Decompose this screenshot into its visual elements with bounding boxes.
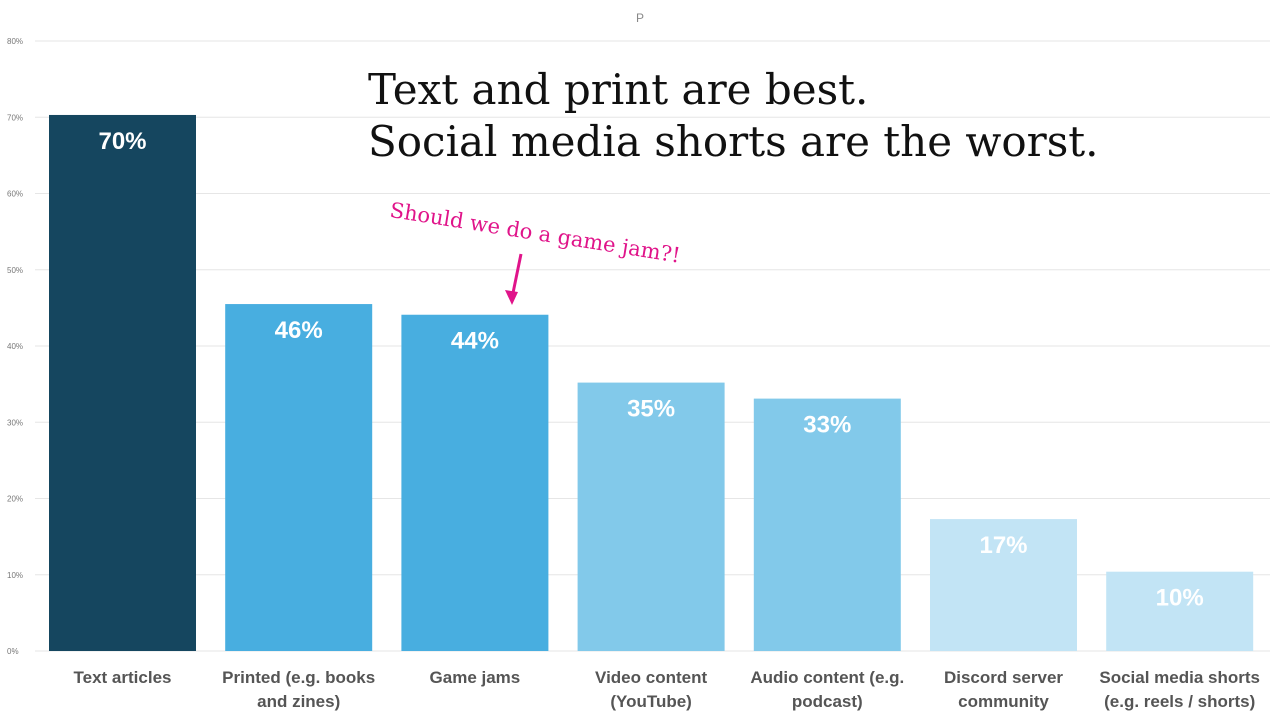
data-label: 44% — [451, 328, 499, 355]
data-label: 33% — [803, 412, 851, 439]
x-tick-label: podcast) — [792, 692, 863, 711]
bar — [225, 304, 373, 651]
headline-line-2: Social media shorts are the worst. — [368, 117, 1099, 166]
x-axis-labels: Text articles Printed (e.g. books and zine… — [74, 668, 1260, 711]
x-tick-label: and zines) — [257, 692, 340, 711]
bars — [49, 114, 1254, 651]
bar — [753, 398, 901, 651]
x-tick-label: Text articles — [74, 668, 172, 687]
y-tick-label: 20% — [7, 495, 23, 504]
y-tick-label: 10% — [7, 571, 23, 580]
data-labels: 70% 46% 44% 35% 33% 17% 10% — [98, 128, 1203, 612]
y-axis-ticks: 0% 10% 20% 30% 40% 50% 60% 70% 80% — [7, 37, 23, 656]
data-label: 70% — [98, 128, 146, 155]
y-tick-label: 30% — [7, 418, 23, 427]
annotation-arrow — [505, 253, 523, 305]
arrow-head — [505, 290, 518, 305]
bar — [577, 382, 725, 651]
y-tick-label: 50% — [7, 266, 23, 275]
headline-line-1: Text and print are best. — [368, 65, 869, 114]
y-tick-label: 70% — [7, 113, 23, 122]
x-tick-label: Video content — [595, 668, 707, 687]
data-label: 35% — [627, 396, 675, 423]
data-label: 17% — [979, 532, 1027, 559]
y-tick-label: 60% — [7, 190, 23, 199]
headline: Text and print are best. Social media sh… — [368, 64, 1268, 168]
x-tick-label: Audio content (e.g. — [750, 668, 904, 687]
y-tick-label: 80% — [7, 37, 23, 46]
arrow-shaft — [511, 253, 523, 294]
x-tick-label: Printed (e.g. books — [222, 668, 375, 687]
bar — [401, 314, 549, 651]
y-tick-label: 40% — [7, 342, 23, 351]
y-tick-label: 0% — [7, 647, 19, 656]
x-tick-label: (e.g. reels / shorts) — [1104, 692, 1255, 711]
bar — [930, 519, 1077, 651]
data-label: 10% — [1156, 585, 1204, 612]
x-tick-label: Discord server — [944, 668, 1063, 687]
chart-title: P — [636, 11, 644, 25]
data-label: 46% — [275, 317, 323, 344]
bar — [49, 114, 196, 651]
x-tick-label: (YouTube) — [610, 692, 692, 711]
bar — [1106, 571, 1254, 651]
x-tick-label: community — [958, 692, 1049, 711]
x-tick-label: Game jams — [430, 668, 521, 687]
x-tick-label: Social media shorts — [1099, 668, 1260, 687]
